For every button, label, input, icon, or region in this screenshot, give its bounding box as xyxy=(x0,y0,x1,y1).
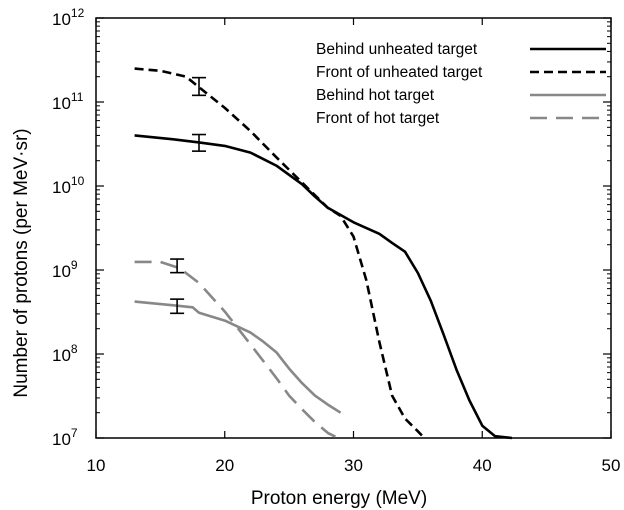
x-axis: 10 20 30 40 50 xyxy=(87,18,621,475)
y-tick-base: 10 xyxy=(52,346,71,365)
y-axis-title: Number of protons (per MeV·sr) xyxy=(11,128,32,397)
series-line-2 xyxy=(134,67,426,439)
x-axis-title: Proton energy (MeV) xyxy=(251,488,427,509)
legend-label-2: Front of unheated target xyxy=(316,64,483,81)
y-tick-base: 10 xyxy=(52,94,71,113)
legend: Behind unheated target Front of unheated … xyxy=(316,41,606,127)
y-tick-exponent: 10 xyxy=(71,174,85,188)
x-tick-label: 50 xyxy=(602,456,621,475)
y-tick-base: 10 xyxy=(52,10,71,29)
series-line-4 xyxy=(134,260,339,440)
legend-label-4: Front of hot target xyxy=(316,110,440,127)
y-tick-label: 1010 xyxy=(52,174,85,197)
series-line-1 xyxy=(134,134,513,440)
plot-frame xyxy=(95,17,612,439)
series-line-3 xyxy=(134,300,342,414)
plot-area xyxy=(95,17,612,439)
y-tick-exponent: 8 xyxy=(71,342,78,356)
legend-label-3: Behind hot target xyxy=(316,87,435,104)
series-layer xyxy=(134,67,513,440)
y-tick-label: 108 xyxy=(52,342,78,365)
y-tick-exponent: 12 xyxy=(71,6,85,20)
x-tick-label: 40 xyxy=(473,456,492,475)
y-tick-exponent: 7 xyxy=(71,426,78,440)
y-tick-exponent: 11 xyxy=(71,90,84,104)
y-tick-label: 1011 xyxy=(52,90,84,113)
y-tick-base: 10 xyxy=(52,430,71,449)
x-tick-label: 20 xyxy=(215,456,234,475)
y-tick-base: 10 xyxy=(52,178,71,197)
y-tick-label: 1012 xyxy=(52,6,85,29)
y-tick-exponent: 9 xyxy=(71,258,78,272)
legend-label-1: Behind unheated target xyxy=(316,41,478,58)
y-tick-label: 109 xyxy=(52,258,78,281)
y-tick-base: 10 xyxy=(52,262,71,281)
x-tick-label: 10 xyxy=(87,456,106,475)
y-tick-label: 107 xyxy=(52,426,78,449)
x-tick-label: 30 xyxy=(344,456,363,475)
